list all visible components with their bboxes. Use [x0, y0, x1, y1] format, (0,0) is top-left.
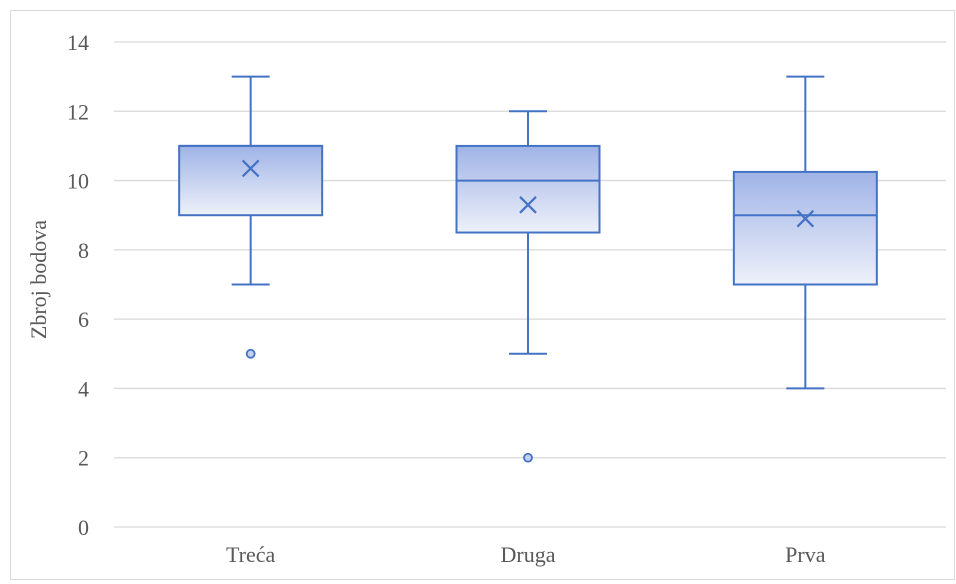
x-axis-ticks: Treća Druga Prva [226, 542, 826, 567]
y-axis-label: Zbroj bodova [26, 220, 51, 339]
y-tick-label: 6 [78, 307, 89, 332]
mean-marker [519, 196, 537, 214]
iqr-box [732, 170, 878, 286]
iqr-box [455, 144, 601, 234]
x-tick-label: Druga [501, 542, 556, 567]
y-tick-label: 12 [67, 99, 89, 124]
y-tick-label: 8 [78, 238, 89, 263]
y-tick-label: 10 [67, 169, 89, 194]
x-tick-label: Prva [785, 542, 826, 567]
box-3 [732, 75, 878, 390]
outlier-point [245, 348, 256, 359]
iqr-box [178, 144, 324, 217]
box-plot-chart: 0 2 4 6 8 10 12 14 Treća Druga Prva Zbroj bodova [26, 30, 946, 567]
y-tick-label: 14 [67, 30, 89, 55]
outlier-point [523, 452, 533, 463]
mean-marker [241, 159, 260, 178]
y-tick-label: 4 [78, 376, 89, 401]
y-tick-label: 2 [78, 446, 89, 471]
y-tick-label: 0 [78, 515, 89, 540]
mean-marker [796, 209, 815, 228]
chart-frame: 0 2 4 6 8 10 12 14 Treća Druga Prva Zbroj bodova [10, 10, 955, 580]
box-2 [455, 110, 601, 463]
boxes [178, 75, 878, 463]
x-tick-label: Treća [226, 542, 276, 567]
y-axis-ticks: 0 2 4 6 8 10 12 14 [67, 30, 89, 540]
box-1 [178, 75, 324, 359]
